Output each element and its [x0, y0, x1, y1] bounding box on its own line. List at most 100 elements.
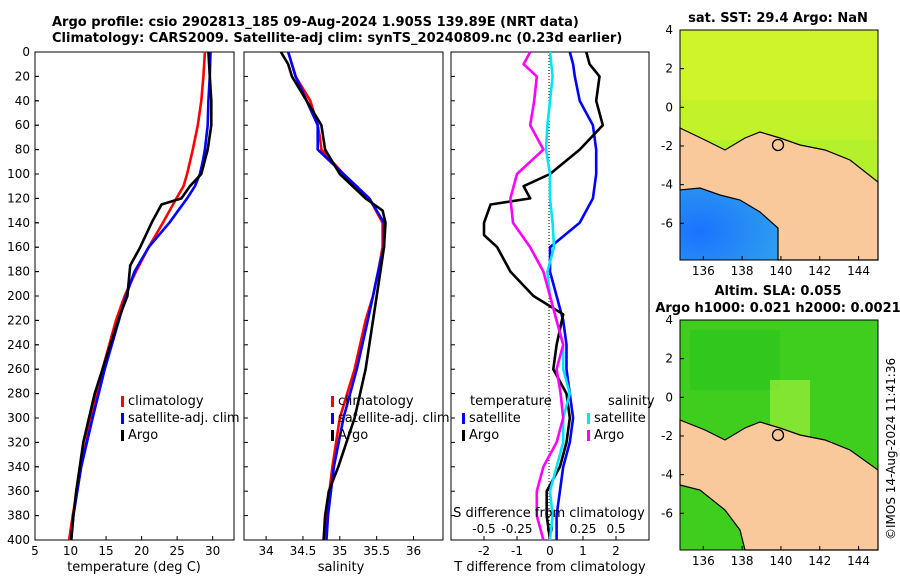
legend-swatch-satellite: [121, 413, 124, 424]
x-tick-label: 2: [612, 544, 620, 558]
depth-tick-label: 60: [15, 118, 30, 132]
sla-map: Altim. SLA: 0.055 Argo h1000: 0.021 h200…: [655, 284, 900, 568]
x-tick-label: 30: [205, 544, 220, 558]
temperature-x-ticks: 5 10 15 20 25 30: [31, 51, 220, 558]
map-lat-label: -2: [661, 429, 673, 443]
temperature-axes-box: [34, 51, 235, 541]
legend-title-salinity: salinity: [608, 394, 655, 409]
map-lon-label: 140: [769, 554, 792, 568]
depth-tick-label: 340: [7, 460, 30, 474]
legend-label-climatology: climatology: [128, 394, 204, 409]
series-line-satellite-adj-clim: [69, 51, 212, 541]
sst-map-warm-band: [680, 30, 878, 100]
legend-label-argo: Argo: [338, 428, 368, 443]
series-line-temperature-satellite: [548, 51, 598, 540]
depth-tick-label: 0: [22, 45, 30, 59]
map-lat-label: -6: [661, 506, 673, 520]
depth-tick-label: 280: [7, 387, 30, 401]
map-lon-label: 136: [692, 554, 715, 568]
map-lon-label: 140: [769, 264, 792, 278]
sst-map-ticks: 4 2 0 -2 -4 -6 136 138 140 142 144: [661, 23, 870, 278]
salinity-panel: 34 34.5 35 35.5 36 salinity climatology sate…: [243, 51, 450, 575]
x-tick-label: 20: [134, 544, 149, 558]
depth-tick-label: 40: [15, 94, 30, 108]
series-line-argo: [69, 51, 213, 541]
top-tick-label: 0.5: [606, 522, 625, 536]
map-lon-label: 138: [731, 554, 754, 568]
sst-map-mid-band: [680, 100, 878, 140]
sst-argo-location-marker: [771, 138, 785, 152]
imos-credit: ©IMOS 14-Aug-2024 11:41:36: [884, 358, 898, 540]
depth-tick-label: 400: [7, 533, 30, 547]
legend-label-satellite: satellite-adj. clim: [338, 411, 450, 426]
salinity-lines: [279, 51, 387, 541]
legend-swatch-climatology: [121, 396, 124, 407]
legend-swatch-satellite: [331, 413, 334, 424]
s-difference-label: S difference from climatology: [453, 506, 645, 521]
depth-tick-label: 360: [7, 484, 30, 498]
difference-x-ticks: -2 -1 0 1 2: [451, 51, 620, 558]
temperature-lines: [67, 51, 213, 541]
depth-tick-label: 180: [7, 265, 30, 279]
x-tick-label: 0: [546, 544, 554, 558]
depth-tick-label: 80: [15, 143, 30, 157]
map-lat-label: -6: [661, 216, 673, 230]
salinity-axes-box: [243, 51, 444, 541]
map-lat-label: 4: [665, 313, 673, 327]
x-tick-label: 35: [332, 544, 347, 558]
sst-map-cold-water: [680, 188, 778, 260]
map-lon-label: 136: [692, 264, 715, 278]
x-tick-label: 35.5: [363, 544, 390, 558]
legend-label-argo: Argo: [128, 428, 158, 443]
map-lat-label: 2: [665, 352, 673, 366]
map-lat-label: -4: [661, 178, 673, 192]
sla-map-frame: [679, 319, 879, 551]
salinity-legend: climatology satellite-adj. clim Argo: [331, 394, 450, 443]
sla-map-patch-1: [690, 330, 780, 390]
legend-label-sal-satellite: satellite: [594, 411, 646, 426]
temperature-panel: 0 20 40 60 80 100 120 140 160 180 200 220 240 260 280 3…: [7, 45, 240, 575]
sla-map-title-1: Altim. SLA: 0.055: [715, 284, 842, 299]
top-tick-label: -0.25: [501, 522, 532, 536]
figure-title-line-1: Argo profile: csio 2902813_185 09-Aug-20…: [52, 15, 579, 30]
map-lat-label: 0: [665, 390, 673, 404]
depth-tick-label: 100: [7, 167, 30, 181]
depth-tick-label: 380: [7, 509, 30, 523]
x-tick-label: 36: [406, 544, 421, 558]
sst-map-title: sat. SST: 29.4 Argo: NaN: [688, 11, 868, 26]
map-lat-label: 0: [665, 100, 673, 114]
x-tick-label: 34.5: [290, 544, 317, 558]
difference-panel: -2 -1 0 1 2 -0.5 -0.25 0 0.25 0.5 S difference f…: [450, 51, 655, 575]
sla-map-title-2: Argo h1000: 0.021 h2000: 0.0021: [655, 301, 900, 316]
legend-label-climatology: climatology: [338, 394, 414, 409]
legend-label-temp-argo: Argo: [469, 428, 499, 443]
sla-argo-location-marker: [771, 428, 785, 442]
x-tick-label: 1: [579, 544, 587, 558]
depth-tick-label: 320: [7, 435, 30, 449]
x-tick-label: 15: [98, 544, 113, 558]
map-lon-label: 142: [808, 264, 831, 278]
x-tick-label: 34: [258, 544, 273, 558]
depth-tick-label: 240: [7, 338, 30, 352]
legend-swatch-temp-satellite: [462, 413, 465, 424]
depth-tick-label: 20: [15, 69, 30, 83]
salinity-x-ticks: 34 34.5 35 35.5 36: [244, 51, 421, 558]
x-tick-label: 25: [170, 544, 185, 558]
legend-swatch-temp-argo: [462, 430, 465, 441]
temperature-y-ticks: 0 20 40 60 80 100 120 140 160 180 200 220 240 260 280 3…: [7, 45, 39, 547]
legend-label-temp-satellite: satellite: [469, 411, 521, 426]
depth-tick-label: 140: [7, 216, 30, 230]
depth-tick-label: 120: [7, 191, 30, 205]
map-lat-label: 4: [665, 23, 673, 37]
map-lat-label: -2: [661, 139, 673, 153]
map-lon-label: 144: [847, 264, 870, 278]
temperature-legend: climatology satellite-adj. clim Argo: [121, 394, 240, 443]
sst-map-frame: [679, 29, 879, 261]
legend-swatch-sal-argo: [587, 430, 590, 441]
salinity-xlabel: salinity: [318, 560, 365, 575]
map-lon-label: 142: [808, 554, 831, 568]
depth-tick-label: 260: [7, 362, 30, 376]
series-line-argo: [279, 51, 387, 541]
legend-swatch-argo: [331, 430, 334, 441]
legend-label-sal-argo: Argo: [594, 428, 624, 443]
